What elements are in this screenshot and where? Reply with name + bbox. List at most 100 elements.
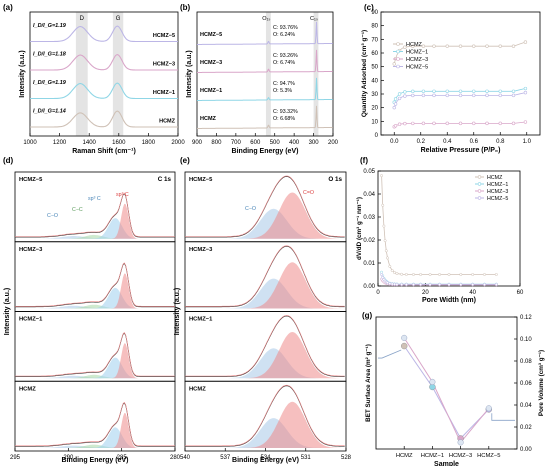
isotherm-point (485, 121, 489, 126)
fit-component (185, 208, 345, 239)
d-subpanel-frame (14, 380, 176, 452)
y-axis-label: Intensity (a.u.) (174, 288, 181, 335)
y-axis-label: dV/dD (cm³ g⁻¹ nm⁻¹) (356, 197, 363, 260)
c-percent: C: 94.7% (273, 81, 295, 87)
x-tick-label: 285 (117, 455, 128, 461)
isotherm-point (498, 93, 502, 98)
raman-frame (29, 11, 179, 137)
psd-point (447, 282, 451, 286)
series-label: HCMZ (200, 116, 217, 122)
fit-component (15, 273, 175, 309)
raman-line (30, 54, 178, 71)
sample-label: HCMZ−1 (19, 317, 43, 323)
pore-volume-point (457, 439, 464, 446)
survey-line (197, 21, 333, 45)
isotherm-point (523, 120, 528, 124)
psd-point (494, 273, 498, 276)
fit-component (185, 348, 345, 379)
isotherm-point (393, 97, 398, 101)
series-label: HCMZ−3 (200, 60, 222, 66)
fit-component (15, 445, 175, 448)
series-label: HCMZ−5 (200, 32, 222, 38)
y-axis-label: Intensity (a.u.) (4, 288, 11, 335)
pore-volume-point (429, 378, 436, 385)
x-tick-label: 537 (220, 455, 231, 461)
psd-point (471, 282, 475, 286)
fit-component (185, 332, 345, 379)
isotherm-point (445, 93, 449, 98)
sample-label: HCMZ (19, 386, 36, 392)
psd-point (412, 273, 415, 276)
isotherm-point (432, 89, 436, 93)
fit-component (185, 192, 345, 239)
psd-point (388, 264, 392, 268)
y-tick-label: 0.02 (520, 425, 532, 431)
raw-trace (185, 315, 345, 377)
x-axis-label: Pore Width (nm) (422, 297, 476, 304)
legend-marker (477, 182, 482, 186)
isotherm-point (458, 121, 463, 126)
band-label: O₁ₛ (262, 16, 270, 22)
isotherm-point (392, 105, 396, 110)
y-tick-label: 0.02 (363, 238, 375, 244)
right-axis-arrow (491, 413, 515, 421)
panel-title: O 1s (328, 176, 342, 183)
panel-label: (b) (180, 3, 191, 12)
psd-point (381, 276, 385, 279)
isotherm-point (421, 121, 426, 126)
isotherm-point (498, 121, 502, 126)
x-tick-label: 0.6 (470, 139, 479, 145)
fit-envelope (15, 402, 175, 447)
psd-point (419, 273, 423, 276)
x-tick-label: 280 (170, 455, 181, 461)
isotherm-point (511, 93, 516, 98)
x-tick-label: 800 (211, 140, 222, 146)
bet-frame (375, 316, 518, 450)
x-tick-label: 700 (231, 140, 242, 146)
isotherm-point (403, 45, 407, 49)
pore-volume-line (403, 337, 490, 443)
psd-point (400, 272, 404, 276)
isotherm-point (392, 62, 396, 66)
isotherm-point (403, 94, 407, 98)
isotherm-point (397, 92, 402, 96)
legend-label: HCMZ−3 (406, 57, 428, 63)
x-tick-label: 1600 (112, 140, 126, 146)
survey-line (197, 77, 333, 101)
o-percent: O: 6.74% (273, 60, 295, 66)
band-label: D (80, 16, 85, 22)
series-label: HCMZ−5 (153, 33, 175, 39)
band-label: G (116, 16, 121, 22)
psd-point (395, 272, 399, 275)
legend-marker (477, 196, 482, 200)
x-tick-label: 0.0 (390, 139, 399, 145)
psd-point (393, 271, 397, 275)
psd-point (438, 273, 441, 276)
y-tick-label: 70 (371, 37, 378, 43)
x-tick-label: 60 (517, 290, 524, 296)
x-tick-label: 1200 (53, 140, 67, 146)
legend-label: HCMZ−1 (487, 182, 508, 188)
raman-line (30, 82, 178, 100)
psd-point (380, 174, 383, 178)
survey-line (197, 49, 333, 73)
y-axis-label-right: Pore Volume (cm³ g⁻¹) (538, 350, 545, 416)
isotherm-point (458, 93, 463, 98)
x-tick-label: 2000 (171, 140, 185, 146)
y-tick-label: 40 (371, 78, 378, 84)
band-label: C₁ₛ (310, 16, 318, 22)
isotherm-point (445, 121, 449, 126)
band-1 (112, 12, 124, 136)
fit-component (15, 234, 175, 239)
y-tick-label: 0.04 (363, 192, 375, 198)
y-axis-label: Intensity (a.u.) (186, 50, 193, 97)
raw-trace (185, 245, 345, 307)
fit-envelope (15, 193, 175, 238)
isotherm-point (485, 89, 489, 93)
ratio-label: I_D/I_G=1.14 (33, 108, 66, 114)
y-tick-label: 80 (371, 24, 378, 30)
isotherm-point (432, 121, 436, 126)
pore-volume-point (401, 334, 408, 341)
isotherm-point (523, 86, 528, 91)
